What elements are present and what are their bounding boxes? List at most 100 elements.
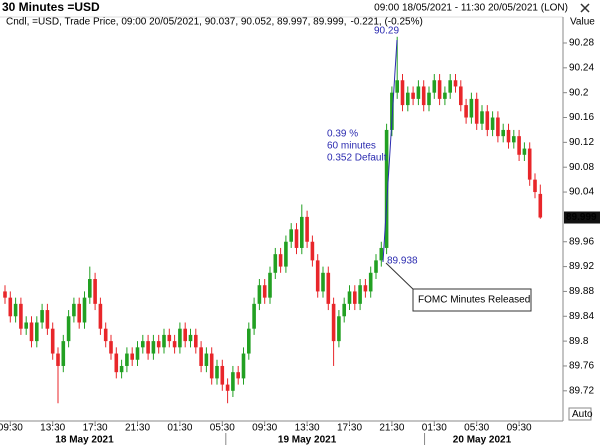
candle-body xyxy=(66,316,71,342)
candle-body xyxy=(432,80,437,93)
candle-body xyxy=(496,117,500,137)
candle-body xyxy=(490,117,495,130)
y-tick-label: 90.24 xyxy=(569,62,594,73)
change-text: -0.221, (-0.25%) xyxy=(351,17,423,28)
candle-body xyxy=(411,92,415,99)
candle-body xyxy=(501,129,505,137)
candle-body xyxy=(331,303,336,342)
candle-body xyxy=(72,303,76,317)
auto-button[interactable] xyxy=(568,407,592,421)
date-label: 20 May 2021 xyxy=(453,435,512,445)
candle-body xyxy=(342,303,346,317)
candle-body xyxy=(125,353,129,366)
time-range: 09:00 18/05/2021 - 11:30 20/05/2021 (LON… xyxy=(374,3,568,14)
candle-body xyxy=(421,86,426,106)
candle-body xyxy=(262,285,267,298)
candle-body xyxy=(183,328,187,342)
y-tick-label: 89.96 xyxy=(569,236,594,247)
candle-body xyxy=(204,353,209,366)
chart-title: 30 Minutes =USD xyxy=(2,0,100,14)
candle-body xyxy=(231,372,235,391)
candle-body xyxy=(188,334,193,342)
candle-body xyxy=(278,254,283,267)
candle-body xyxy=(289,229,293,242)
candle-body xyxy=(268,272,272,298)
candle-body xyxy=(45,310,50,329)
candle-body xyxy=(3,291,7,298)
candle-body xyxy=(194,334,198,348)
candle-body xyxy=(474,98,479,124)
candle-body xyxy=(220,365,225,385)
last-price-tag xyxy=(564,211,600,224)
candle-body xyxy=(141,341,145,348)
date-label: 19 May 2021 xyxy=(278,435,337,445)
candle-body xyxy=(448,80,452,93)
candle-body xyxy=(469,98,474,118)
candle-body xyxy=(395,80,399,93)
candle-body xyxy=(56,353,60,366)
close-icon[interactable] xyxy=(580,3,590,13)
event-callout xyxy=(385,262,417,293)
candle-body xyxy=(284,241,288,267)
candle-body xyxy=(459,86,463,106)
candle-body xyxy=(35,322,39,342)
x-tick-label: 05:30 xyxy=(464,423,489,434)
candle-body xyxy=(13,303,18,317)
candle-body xyxy=(199,347,203,366)
candle-body xyxy=(363,285,368,292)
candle-body xyxy=(527,148,532,180)
candle-body xyxy=(24,322,28,329)
candle-body xyxy=(29,322,34,342)
x-tick-label: 09:30 xyxy=(507,423,532,434)
candle-body xyxy=(61,341,66,366)
candle-body xyxy=(538,193,543,218)
x-tick-label: 21:30 xyxy=(125,423,150,434)
x-tick-label: 09:30 xyxy=(0,423,23,434)
candle-body xyxy=(40,310,44,323)
date-label: 18 May 2021 xyxy=(55,435,114,445)
x-tick-label: 21:30 xyxy=(379,423,404,434)
y-tick-label: 90.16 xyxy=(569,112,594,123)
y-tick-label: 89.92 xyxy=(569,261,594,272)
candle-body xyxy=(162,334,166,348)
auto-button-label[interactable]: Auto xyxy=(572,409,593,420)
candle-body xyxy=(93,279,97,304)
candle-body xyxy=(82,297,87,323)
y-tick-label: 89.8 xyxy=(569,336,589,347)
candle-body xyxy=(305,216,309,242)
y-tick-label: 89.84 xyxy=(569,311,594,322)
candle-body xyxy=(88,279,92,298)
candle-body xyxy=(252,303,256,329)
candle-body xyxy=(114,353,119,373)
peak-label: 90.29 xyxy=(374,26,399,37)
y-tick-label: 89.88 xyxy=(569,286,594,297)
candle-body xyxy=(347,291,352,304)
measure-line xyxy=(382,39,398,263)
y-tick-label: 90.04 xyxy=(569,187,594,198)
candle-body xyxy=(172,341,177,348)
candle-body xyxy=(146,341,150,354)
event-label: FOMC Minutes Released xyxy=(418,295,530,306)
candle-body xyxy=(390,92,394,130)
close-button[interactable] xyxy=(578,1,592,15)
x-tick-label: 05:30 xyxy=(210,423,235,434)
candle-body xyxy=(353,291,357,304)
candle-body xyxy=(167,334,172,342)
candle-body xyxy=(151,341,156,354)
candle-body xyxy=(480,111,484,124)
candle-body xyxy=(103,328,108,342)
candle-body xyxy=(300,216,304,248)
y-tick-label: 90.28 xyxy=(569,38,594,49)
candle-body xyxy=(215,365,219,379)
candle-body xyxy=(464,105,468,118)
x-tick-label: 09:30 xyxy=(252,423,277,434)
candle-body xyxy=(273,254,278,273)
y-tick-label: 90.08 xyxy=(569,162,594,173)
candle-body xyxy=(135,347,140,360)
candle-body xyxy=(130,353,134,360)
candle-body xyxy=(247,328,251,354)
candle-body xyxy=(236,372,240,379)
candle-body xyxy=(98,303,103,329)
candle-body xyxy=(485,111,490,130)
